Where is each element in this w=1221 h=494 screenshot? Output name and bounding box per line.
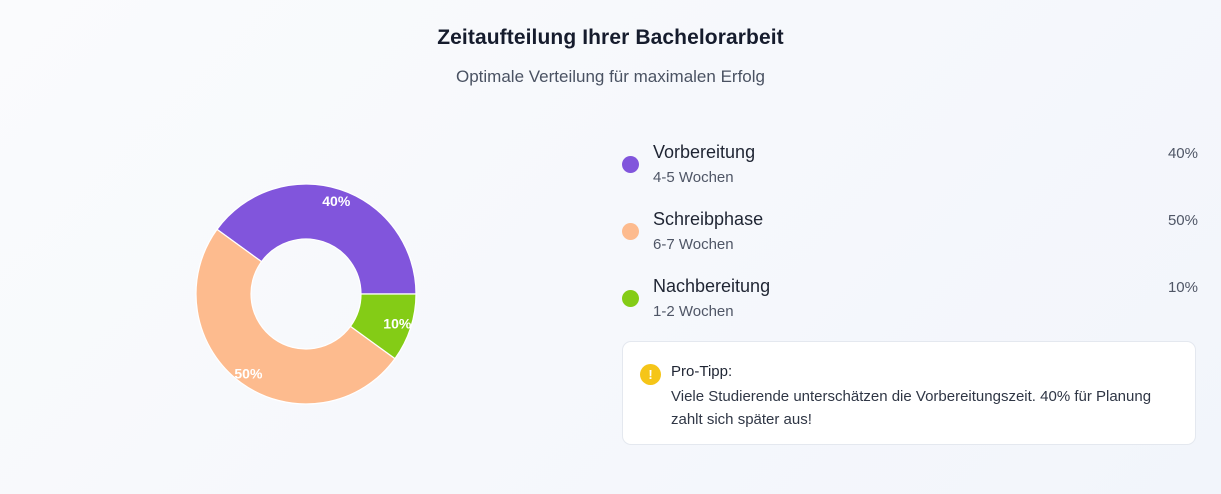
legend-duration: 6-7 Wochen: [653, 236, 734, 253]
donut-chart: 40% 50% 10%: [186, 174, 426, 414]
legend-label: Vorbereitung: [653, 142, 756, 162]
legend-dot-icon: [622, 223, 639, 240]
legend-label: Schreibphase: [653, 209, 764, 229]
slice-vorbereitung[interactable]: [216, 183, 417, 295]
slice-schreibphase[interactable]: [195, 228, 396, 405]
legend-duration: 1-2 Wochen: [653, 303, 734, 320]
slice-label-schreibphase: 50%: [234, 365, 263, 381]
slice-label-nachbereitung: 10%: [383, 316, 412, 332]
legend-dot-icon: [622, 156, 639, 173]
legend-dot-icon: [622, 290, 639, 307]
tip-title: Pro-Tipp:: [671, 363, 733, 380]
chart-title: Zeitaufteilung Ihrer Bachelorarbeit: [437, 26, 784, 49]
slice-label-vorbereitung: 40%: [322, 193, 351, 209]
exclamation-icon: !: [640, 364, 661, 385]
legend-percent: 50%: [1167, 212, 1198, 229]
legend-item-nachbereitung[interactable]: Nachbereitung 1-2 Wochen 10%: [622, 275, 1198, 342]
legend-percent: 40%: [1167, 145, 1198, 162]
tip-text: Viele Studierende unterschätzen die Vorb…: [671, 388, 1152, 428]
legend-duration: 4-5 Wochen: [653, 169, 734, 186]
slice-nachbereitung[interactable]: [349, 293, 417, 360]
pro-tip-card: ! Pro-Tipp: Viele Studierende unterschät…: [622, 341, 1196, 445]
donut-chart-svg: 40% 50% 10%: [195, 183, 417, 405]
legend-percent: 10%: [1167, 279, 1198, 296]
legend: Vorbereitung 4-5 Wochen 40% Schreibphase…: [622, 141, 1198, 342]
legend-item-schreibphase[interactable]: Schreibphase 6-7 Wochen 50%: [622, 208, 1198, 275]
legend-label: Nachbereitung: [653, 276, 771, 296]
legend-item-vorbereitung[interactable]: Vorbereitung 4-5 Wochen 40%: [622, 141, 1198, 208]
chart-subtitle: Optimale Verteilung für maximalen Erfolg: [456, 67, 765, 86]
